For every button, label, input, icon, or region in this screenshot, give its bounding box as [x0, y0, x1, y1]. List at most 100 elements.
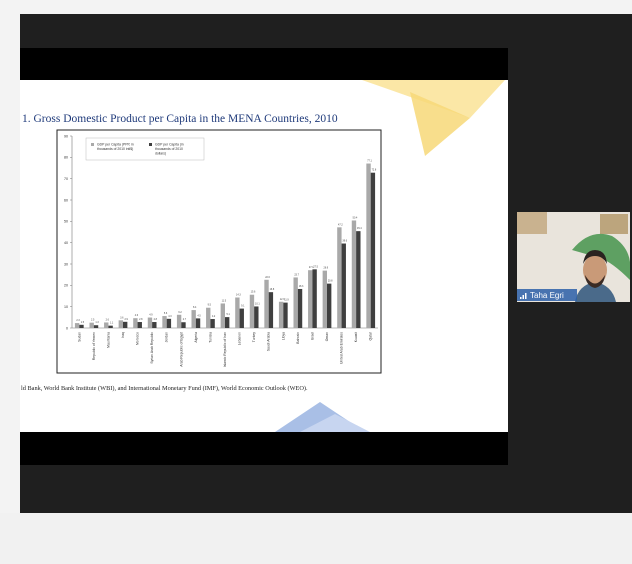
- bar: [239, 308, 244, 328]
- x-tick-label: Jordan: [165, 332, 169, 342]
- legend-label-line: GDP per Capita (in: [155, 143, 184, 147]
- bar: [108, 325, 113, 328]
- value-label: 16.8: [270, 288, 275, 291]
- value-label: 1.5: [81, 321, 85, 324]
- value-label: 72.8: [372, 169, 377, 172]
- value-label: 4.2: [212, 315, 216, 318]
- x-tick-label: Morocco: [136, 332, 140, 345]
- bar: [176, 314, 182, 328]
- y-tick-label: 10: [64, 305, 68, 309]
- value-label: 22.6: [265, 276, 270, 279]
- value-label: 3.6: [120, 316, 124, 319]
- bar: [356, 231, 361, 328]
- bar: [327, 283, 332, 328]
- bar: [133, 318, 138, 328]
- value-label: 1.1: [110, 322, 114, 325]
- y-tick-label: 0: [66, 326, 68, 330]
- y-tick-label: 40: [64, 241, 68, 245]
- x-tick-label: Sudan: [77, 332, 81, 342]
- bar: [79, 324, 84, 328]
- value-label: 9.1: [241, 305, 245, 308]
- bar: [210, 319, 215, 328]
- bar: [181, 322, 186, 328]
- value-label: 2.9: [125, 318, 129, 321]
- legend-swatch: [91, 143, 94, 146]
- bar: [220, 303, 225, 328]
- x-tick-label: Iraq: [121, 332, 125, 338]
- bar: [123, 321, 128, 328]
- y-tick-label: 70: [64, 177, 68, 181]
- x-tick-label: Arab Republic of Egypt: [179, 332, 183, 367]
- bar: [293, 277, 298, 328]
- name-label: [517, 289, 577, 301]
- value-label: 9.5: [208, 304, 212, 307]
- y-tick-label: 20: [64, 284, 68, 288]
- x-tick-label: Mauritania: [106, 332, 110, 348]
- value-label: 5.1: [227, 313, 231, 316]
- value-label: 45.4: [357, 227, 362, 230]
- x-tick-label: United Arab Emirates: [340, 332, 344, 364]
- x-tick-label: Syrian Arab Republic: [150, 332, 154, 364]
- value-label: 2.3: [76, 319, 80, 322]
- value-label: 6.2: [178, 311, 182, 314]
- value-label: 10.1: [255, 302, 260, 305]
- value-label: 2.6: [106, 318, 110, 321]
- value-label: 50.4: [353, 216, 358, 219]
- value-label: 1.3: [95, 321, 99, 324]
- value-label: 4.3: [168, 315, 172, 318]
- bar: [312, 269, 317, 328]
- slide-source: ld Bank, World Bank Institute (WBI), and…: [21, 385, 308, 392]
- value-label: 2.7: [183, 318, 187, 321]
- value-label: 4.6: [135, 314, 139, 317]
- y-tick-label: 60: [64, 198, 68, 202]
- legend-label-line: GDP per Capita (PPP, in: [97, 143, 134, 147]
- value-label: 27.5: [313, 265, 318, 268]
- bar: [366, 163, 371, 328]
- participant-face: [583, 255, 607, 285]
- x-tick-label: Kuwait: [354, 332, 358, 342]
- slide-decoration: [410, 92, 470, 156]
- y-tick-label: 80: [64, 156, 68, 160]
- video-background: [517, 212, 547, 234]
- value-label: 77.1: [367, 160, 372, 163]
- bar: [137, 322, 142, 328]
- bar: [249, 294, 255, 328]
- legend-box: [85, 137, 205, 161]
- value-label: 5.6: [164, 312, 168, 315]
- bar: [195, 318, 201, 328]
- value-label: 47.2: [338, 223, 343, 226]
- bar: [225, 317, 230, 328]
- x-tick-label: Islamic Republic of Iran: [223, 332, 227, 367]
- bar: [152, 322, 157, 328]
- bar: [191, 310, 196, 328]
- legend-label: GDP per Capita (in thousands of 2010 dolla…: [155, 143, 184, 156]
- value-label: 11.9: [284, 299, 289, 302]
- value-label: 23.7: [294, 273, 299, 276]
- x-tick-label: Qatar: [369, 331, 373, 340]
- value-label: 26.9: [323, 267, 328, 270]
- chart: 0 10 20 30 40 50 60 70 80 90 Sudan 2.31.5 Republic o…: [64, 134, 378, 367]
- participant-body: [575, 282, 616, 302]
- participant-hair: [583, 250, 607, 264]
- bar: [74, 323, 80, 328]
- bar: [147, 317, 153, 328]
- bar: [278, 301, 284, 328]
- y-tick-label: 30: [64, 262, 68, 266]
- value-label: 4.5: [197, 314, 201, 317]
- value-label: 12.3: [280, 298, 285, 301]
- bar: [264, 279, 269, 328]
- bar: [254, 306, 259, 328]
- slide-decoration: [300, 414, 370, 432]
- participant-name: Taha Egri: [530, 291, 564, 300]
- x-tick-label: Bahrain: [296, 332, 300, 344]
- value-label: 15.6: [251, 291, 256, 294]
- legend-label-line: thousands of 2010 intl$): [97, 147, 133, 151]
- x-tick-label: Algeria: [194, 332, 198, 343]
- y-tick-label: 90: [64, 134, 68, 138]
- bar: [370, 172, 376, 328]
- bar: [93, 325, 99, 328]
- bar: [166, 318, 172, 328]
